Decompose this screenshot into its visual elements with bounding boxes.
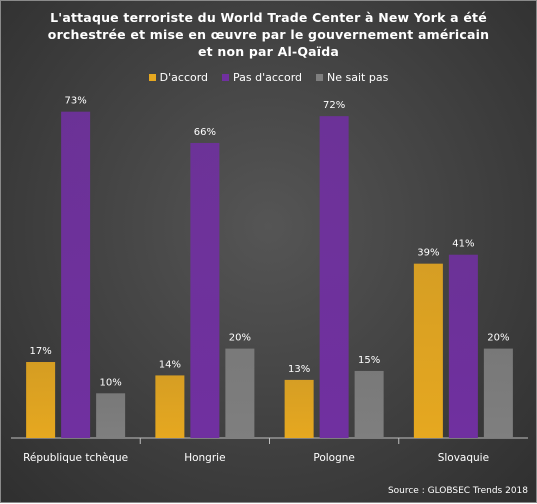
bar-ne-sait-pas-0 (96, 393, 126, 438)
bar-pas-d-accord-3 (448, 254, 478, 438)
legend-swatch-pas-daccord (222, 74, 230, 81)
legend-item-pas-daccord: Pas d'accord (222, 71, 302, 84)
legend-label-daccord: D'accord (159, 71, 209, 84)
data-label: 15% (358, 355, 380, 366)
data-label: 39% (417, 248, 439, 259)
data-label: 72% (323, 100, 345, 111)
data-label: 66% (194, 127, 216, 138)
chart-title: L'attaque terroriste du World Trade Cent… (47, 10, 490, 59)
bar-d-accord-0 (26, 362, 56, 438)
legend-swatch-daccord (148, 74, 156, 81)
legend-item-daccord: D'accord (148, 71, 209, 84)
category-label: République tchèque (23, 452, 128, 464)
bar-d-accord-2 (284, 379, 314, 438)
data-label: 13% (288, 364, 310, 375)
data-label: 41% (452, 239, 474, 250)
bar-ne-sait-pas-1 (225, 348, 255, 438)
legend-item-ne-sait-pas: Ne sait pas (316, 71, 388, 84)
chart-legend: D'accord Pas d'accord Ne sait pas (1, 71, 536, 84)
bar-ne-sait-pas-3 (483, 348, 513, 438)
data-label: 20% (487, 333, 509, 344)
bar-pas-d-accord-2 (319, 116, 349, 438)
category-label: Slovaquie (438, 452, 489, 464)
bar-ne-sait-pas-2 (354, 370, 384, 438)
data-label: 10% (100, 377, 122, 388)
bar-d-accord-1 (155, 375, 185, 438)
bar-pas-d-accord-0 (61, 111, 91, 438)
data-label: 14% (159, 359, 181, 370)
data-label: 17% (30, 346, 52, 357)
legend-swatch-ne-sait-pas (316, 74, 324, 81)
source-note: Source : GLOBSEC Trends 2018 (387, 486, 528, 496)
bar-d-accord-3 (413, 263, 443, 438)
legend-label-pas-daccord: Pas d'accord (233, 71, 303, 84)
legend-label-ne-sait-pas: Ne sait pas (327, 71, 389, 84)
data-label: 73% (65, 96, 87, 107)
category-label: Pologne (313, 452, 355, 464)
category-label: Hongrie (184, 452, 225, 464)
bar-pas-d-accord-1 (190, 142, 220, 439)
data-label: 20% (229, 333, 251, 344)
